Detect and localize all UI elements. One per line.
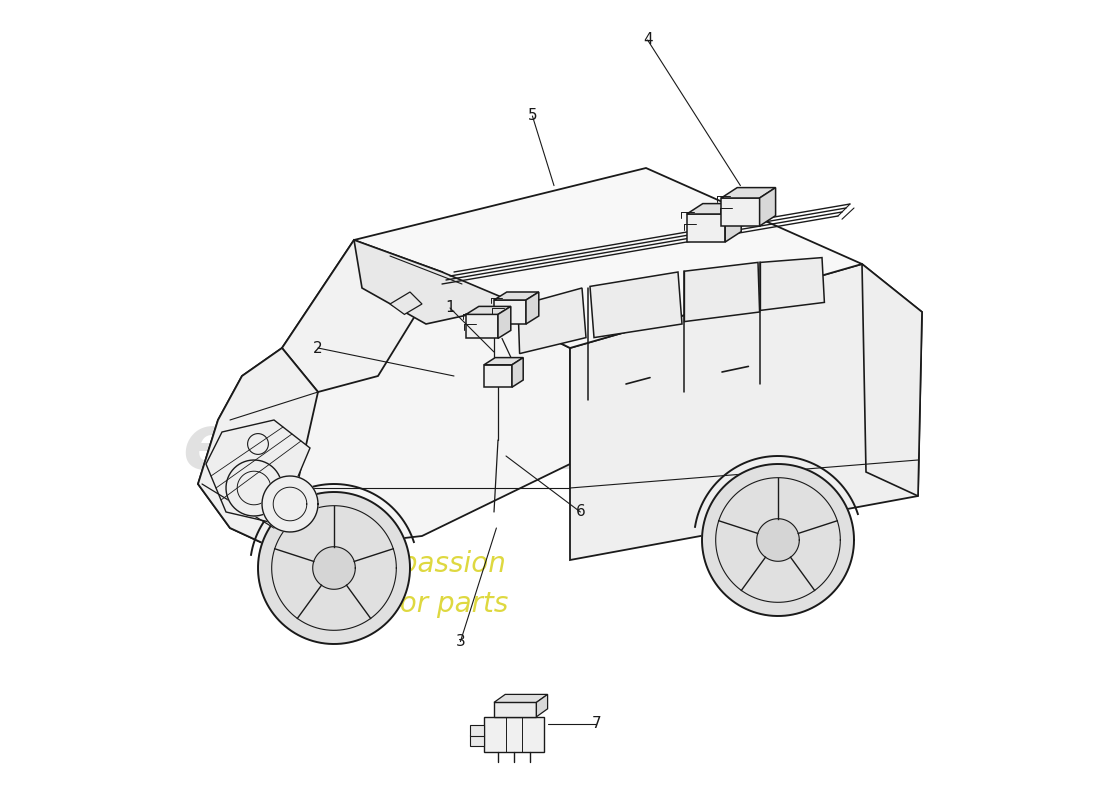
- Polygon shape: [512, 358, 524, 387]
- Text: a passion: a passion: [374, 550, 506, 578]
- Text: parts: parts: [398, 411, 624, 485]
- Polygon shape: [470, 725, 484, 736]
- Polygon shape: [722, 188, 776, 198]
- Polygon shape: [354, 240, 518, 324]
- Polygon shape: [494, 694, 548, 702]
- Polygon shape: [312, 546, 355, 590]
- Text: euro: euro: [182, 411, 378, 485]
- Polygon shape: [390, 292, 422, 314]
- Polygon shape: [526, 292, 539, 324]
- Polygon shape: [684, 262, 760, 322]
- Polygon shape: [686, 204, 741, 214]
- Polygon shape: [702, 464, 854, 616]
- Polygon shape: [262, 476, 318, 532]
- Polygon shape: [226, 460, 282, 516]
- Polygon shape: [198, 240, 570, 552]
- Polygon shape: [760, 258, 824, 310]
- Polygon shape: [537, 694, 548, 717]
- Text: 3: 3: [455, 634, 465, 649]
- Polygon shape: [282, 240, 442, 392]
- Text: 6: 6: [575, 505, 585, 519]
- Polygon shape: [570, 264, 922, 560]
- Text: 4: 4: [642, 33, 652, 47]
- Polygon shape: [484, 365, 512, 387]
- Polygon shape: [725, 204, 741, 242]
- Polygon shape: [470, 735, 484, 746]
- Polygon shape: [484, 717, 544, 752]
- Polygon shape: [466, 306, 510, 314]
- Text: for parts: for parts: [390, 590, 508, 618]
- Polygon shape: [518, 288, 586, 354]
- Polygon shape: [722, 198, 760, 226]
- Polygon shape: [494, 300, 526, 324]
- Polygon shape: [354, 168, 862, 348]
- Polygon shape: [498, 306, 510, 338]
- Polygon shape: [686, 214, 725, 242]
- Text: 1: 1: [446, 301, 454, 315]
- Text: 7: 7: [592, 717, 602, 731]
- Polygon shape: [494, 292, 539, 300]
- Polygon shape: [760, 188, 775, 226]
- Polygon shape: [590, 272, 682, 338]
- Polygon shape: [484, 358, 524, 365]
- Text: 985: 985: [630, 450, 833, 542]
- Text: 2: 2: [314, 341, 322, 355]
- Text: 5: 5: [528, 109, 537, 123]
- Polygon shape: [757, 518, 800, 562]
- Polygon shape: [206, 420, 310, 524]
- Polygon shape: [198, 348, 318, 552]
- Polygon shape: [466, 314, 498, 338]
- Polygon shape: [258, 492, 410, 644]
- Polygon shape: [494, 702, 537, 717]
- Polygon shape: [862, 264, 922, 496]
